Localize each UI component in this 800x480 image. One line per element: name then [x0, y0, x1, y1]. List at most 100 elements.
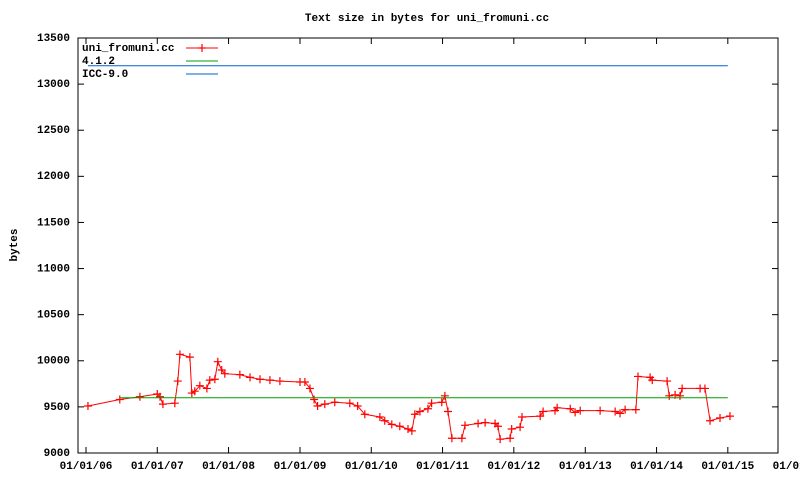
point-marker — [135, 392, 144, 401]
legend-label: uni_fromuni.cc — [82, 43, 174, 55]
point-marker — [611, 407, 620, 416]
point-marker — [631, 405, 640, 414]
point-marker — [175, 350, 184, 359]
point-marker — [210, 375, 219, 384]
point-marker — [410, 410, 419, 419]
point-marker — [506, 434, 515, 443]
point-marker — [440, 391, 449, 400]
point-marker — [173, 377, 182, 386]
point-marker — [158, 400, 167, 409]
series-line — [87, 353, 731, 440]
point-marker — [423, 404, 432, 413]
point-marker — [553, 403, 562, 412]
x-tick-label: 01/01/15 — [701, 461, 754, 473]
y-tick-label: 13000 — [37, 79, 70, 91]
point-marker — [496, 435, 505, 444]
point-marker — [571, 408, 580, 417]
x-tick-label: 01/01/12 — [487, 461, 540, 473]
point-marker — [516, 423, 525, 432]
legend-label: ICC-9.0 — [82, 69, 128, 81]
y-tick-label: 13500 — [37, 33, 70, 45]
point-marker — [716, 413, 725, 422]
point-marker — [202, 384, 211, 393]
point-marker — [395, 422, 404, 431]
point-marker — [190, 387, 199, 396]
point-marker — [576, 406, 585, 415]
point-marker — [156, 392, 165, 401]
point-marker — [198, 44, 206, 52]
point-marker — [185, 353, 194, 362]
point-marker — [663, 377, 672, 386]
point-marker — [447, 434, 456, 443]
y-tick-label: 11000 — [37, 263, 70, 275]
point-marker — [195, 381, 204, 390]
x-tick-label: 01/01/14 — [630, 461, 683, 473]
point-marker — [320, 400, 329, 409]
point-marker — [507, 425, 516, 434]
point-marker — [706, 416, 715, 425]
point-marker — [415, 407, 424, 416]
point-marker — [461, 421, 470, 430]
x-tick-label: 01/01/07 — [131, 461, 184, 473]
point-marker — [300, 377, 309, 386]
legend-label: 4.1.2 — [82, 56, 115, 68]
y-tick-label: 10500 — [37, 310, 70, 322]
point-marker — [494, 422, 502, 431]
point-marker — [275, 377, 284, 386]
point-marker — [596, 406, 605, 415]
x-tick-label: 01/01/10 — [345, 461, 398, 473]
point-marker — [220, 369, 229, 378]
point-marker — [616, 409, 625, 418]
x-tick-label: 01/01/09 — [274, 461, 327, 473]
y-tick-label: 12500 — [37, 125, 70, 137]
point-marker — [481, 418, 490, 427]
point-marker — [360, 410, 369, 419]
x-tick-label: 01/01/13 — [559, 461, 612, 473]
y-axis-label: bytes — [9, 228, 21, 261]
point-marker — [353, 401, 362, 410]
point-marker — [265, 376, 274, 385]
point-marker — [205, 376, 214, 385]
point-marker — [539, 407, 548, 416]
x-tick-label: 01/01/08 — [202, 461, 255, 473]
point-marker — [665, 391, 674, 400]
point-marker — [387, 420, 396, 429]
point-marker — [427, 399, 436, 408]
point-marker — [536, 412, 545, 421]
point-marker — [518, 413, 527, 422]
point-marker — [634, 372, 642, 381]
point-marker — [83, 401, 92, 410]
plot-frame — [77, 37, 779, 454]
point-marker — [457, 434, 466, 443]
point-marker — [213, 357, 222, 366]
point-marker — [725, 412, 734, 421]
y-tick-label: 9000 — [44, 448, 70, 460]
point-marker — [170, 399, 179, 408]
point-marker — [246, 373, 255, 382]
point-marker — [305, 384, 314, 393]
point-marker — [700, 384, 709, 393]
point-marker — [330, 398, 339, 407]
point-marker — [566, 404, 575, 413]
y-tick-label: 10000 — [37, 356, 70, 368]
point-marker — [437, 398, 446, 407]
point-marker — [310, 395, 319, 404]
point-marker — [255, 375, 264, 384]
x-tick-label: 01/01/16 — [773, 461, 800, 473]
point-marker — [444, 407, 453, 416]
point-marker — [115, 395, 124, 404]
point-marker — [675, 391, 684, 400]
x-tick-label: 01/01/06 — [60, 461, 113, 473]
point-marker — [313, 401, 322, 410]
point-marker — [375, 413, 384, 422]
y-tick-label: 11500 — [37, 217, 70, 229]
point-marker — [235, 370, 244, 379]
point-marker — [403, 425, 412, 434]
point-marker — [345, 399, 354, 408]
point-marker — [621, 405, 630, 414]
y-tick-label: 9500 — [44, 402, 70, 414]
y-tick-label: 12000 — [37, 171, 70, 183]
point-marker — [407, 426, 416, 435]
point-marker — [380, 416, 389, 425]
